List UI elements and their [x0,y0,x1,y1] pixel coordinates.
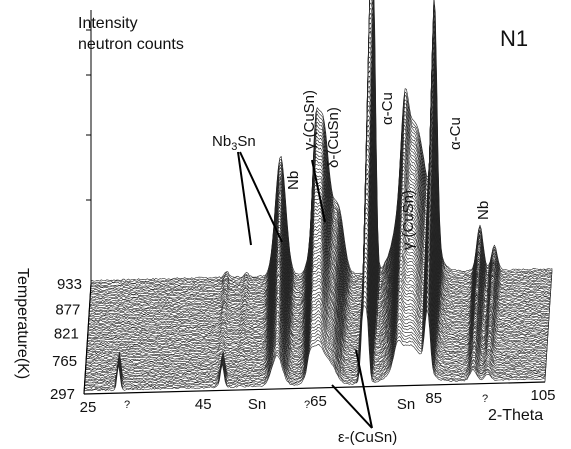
baseline-annotation: Sn [397,396,415,413]
diffraction-waterfall-surface [83,0,553,395]
y-tick-label: 933 [57,276,82,293]
panel-label: N1 [500,26,528,51]
peak-label-alpha-cu-2: α-Cu [447,117,464,150]
y-axis-title: Temperature(K) [14,268,31,379]
x-tick-label: 65 [310,393,327,410]
leader-line [237,151,252,246]
y-tick-label: 765 [52,353,77,370]
baseline-annotation: ? [482,393,488,405]
peak-label-epsilon-cusn: ε-(CuSn) [338,429,397,446]
baseline-annotation: Sn [248,396,266,413]
z-axis-title: Intensity [78,15,138,32]
leader-line [355,349,373,429]
peak-label-nb: Nb [285,171,302,190]
peak-label-part: Nb [212,133,231,150]
peak-label-alpha-cu: α-Cu [379,92,396,125]
x-tick-label: 25 [80,399,97,416]
x-tick-label: 105 [530,387,555,404]
baseline-annotation: ? [304,399,310,411]
leader-line [331,384,373,429]
chart-axes [83,10,546,395]
peak-label-gamma-cusn-2: γ-(CuSn) [400,190,417,250]
peak-label-delta-cusn: δ-(CuSn) [325,107,342,168]
x-tick-label: 45 [195,396,212,413]
leader-line [239,151,283,243]
chart-annotations: 25 45 65 85 105 297 765 821 877 933 2-Theta Tempera… [14,15,556,446]
peak-label-nb3sn: Nb3Sn [212,133,256,153]
x-axis-line [83,381,546,395]
y-tick-label: 821 [54,326,79,343]
peak-label-part: Sn [237,133,255,150]
x-axis-title: 2-Theta [488,407,543,424]
z-axis-title: neutron counts [78,36,184,53]
baseline-annotation: ? [124,399,130,411]
y-tick-label: 877 [55,301,80,318]
y-tick-label: 297 [50,386,75,403]
peak-label-subscript: 3 [231,141,237,153]
x-tick-label: 85 [425,390,442,407]
peak-label-gamma-cusn: γ-(CuSn) [301,90,318,150]
y-axis-line [83,283,92,395]
leader-line [311,159,326,223]
temperature-scan-trace [83,305,546,395]
peak-label-nb-2: Nb [475,201,492,220]
